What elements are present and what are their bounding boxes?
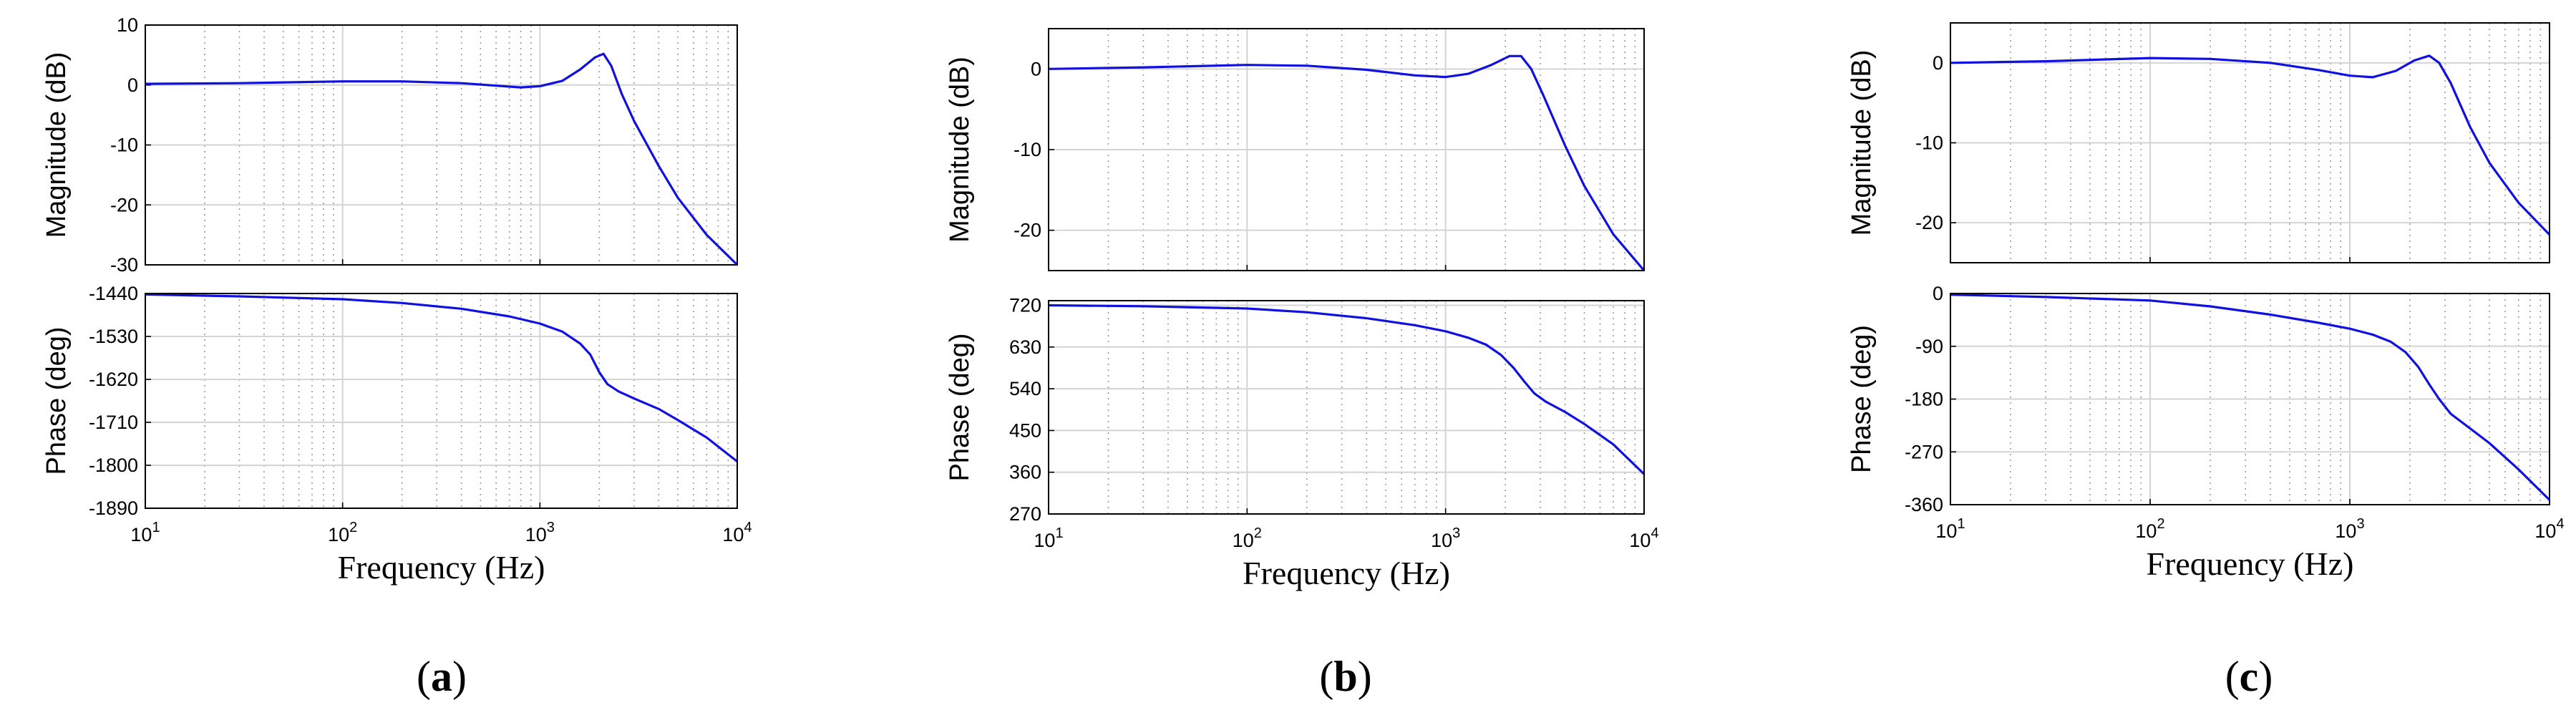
- phase-y-tick-label: 540: [1009, 378, 1041, 399]
- x-tick-label: 101: [130, 520, 160, 545]
- phase-plot-frame: [1048, 300, 1645, 515]
- magnitude-axis-title: Magnitude (dB): [42, 52, 72, 238]
- phase-y-tick-label: -1800: [89, 455, 138, 476]
- phase-plot-frame: [1950, 293, 2550, 505]
- magnitude-y-tick-label: -30: [110, 254, 138, 276]
- phase-y-tick-label: -1710: [89, 412, 138, 433]
- bode-panel-a: 10 0 -10 -20 -30 Magnitude (dB) -1440 -1530 -162…: [42, 14, 752, 700]
- magnitude-y-tick-label: -20: [110, 194, 138, 215]
- magnitude-axes: 0 -10 -20 Magnitude (dB): [1847, 22, 2551, 263]
- panel-label: (a): [417, 653, 467, 700]
- bode-panel-c: 0 -10 -20 Magnitude (dB) 0 -90 -180 -270 -360101…: [1847, 22, 2565, 700]
- magnitude-y-tick-label: -20: [1915, 212, 1943, 233]
- x-tick-label: 104: [1629, 525, 1658, 551]
- phase-y-tick-label: 450: [1009, 419, 1041, 441]
- magnitude-y-tick-label: 0: [1031, 58, 1041, 79]
- phase-y-tick-label: -1530: [89, 326, 138, 347]
- panel-label: (c): [2225, 653, 2273, 700]
- magnitude-axes: 0 -10 -20 Magnitude (dB): [945, 28, 1646, 272]
- phase-y-tick-label: -90: [1915, 336, 1943, 357]
- phase-y-tick-label: 270: [1009, 503, 1041, 525]
- phase-y-tick-label: 0: [1933, 283, 1943, 304]
- x-tick-label: 102: [328, 520, 357, 545]
- phase-y-tick-label: -1620: [89, 369, 138, 390]
- x-tick-label: 102: [2135, 516, 2164, 542]
- phase-y-tick-label: -1440: [89, 283, 138, 304]
- magnitude-axis-title: Magnitude (dB): [1847, 50, 1877, 236]
- x-tick-label: 101: [1935, 516, 1965, 542]
- magnitude-y-tick-label: 0: [127, 74, 138, 96]
- magnitude-curve: [145, 52, 739, 266]
- x-tick-label: 103: [525, 520, 555, 545]
- magnitude-plot-frame: [145, 24, 738, 266]
- magnitude-plot-frame: [1048, 28, 1645, 271]
- x-tick-label: 101: [1034, 525, 1063, 551]
- phase-y-tick-label: 720: [1009, 294, 1041, 316]
- x-tick-label: 104: [722, 520, 752, 545]
- phase-axis-title: Phase (deg): [945, 333, 975, 481]
- x-axis-title: Frequency (Hz): [338, 549, 545, 586]
- magnitude-axes: 10 0 -10 -20 -30 Magnitude (dB): [42, 14, 739, 276]
- magnitude-plot-frame: [1950, 22, 2550, 263]
- phase-y-tick-label: 630: [1009, 336, 1041, 358]
- magnitude-y-tick-label: -20: [1014, 220, 1041, 241]
- magnitude-y-tick-label: 10: [117, 14, 138, 36]
- x-tick-label: 103: [1431, 525, 1460, 551]
- magnitude-y-tick-label: -10: [1915, 132, 1943, 154]
- x-axis-title: Frequency (Hz): [1243, 555, 1450, 591]
- phase-curve: [1950, 293, 2551, 501]
- phase-y-tick-label: -270: [1905, 441, 1943, 462]
- x-tick-label: 104: [2534, 516, 2564, 542]
- magnitude-y-tick-label: 0: [1933, 52, 1943, 74]
- phase-axis-title: Phase (deg): [1847, 325, 1877, 473]
- phase-plot-frame: [145, 293, 738, 509]
- phase-curve: [145, 293, 738, 462]
- magnitude-axis-title: Magnitude (dB): [945, 57, 975, 243]
- magnitude-y-tick-label: -10: [1014, 139, 1041, 160]
- panel-label: (b): [1319, 653, 1371, 700]
- magnitude-curve: [1950, 54, 2551, 236]
- x-tick-label: 102: [1233, 525, 1262, 551]
- magnitude-curve: [1048, 54, 1646, 272]
- phase-axis-title: Phase (deg): [42, 326, 72, 475]
- x-tick-label: 103: [2335, 516, 2364, 542]
- phase-y-tick-label: -180: [1905, 389, 1943, 410]
- phase-y-tick-label: -1890: [89, 498, 138, 519]
- phase-y-tick-label: 360: [1009, 462, 1041, 483]
- x-axis-title: Frequency (Hz): [2147, 545, 2354, 582]
- phase-curve: [1048, 304, 1646, 475]
- phase-y-tick-label: -360: [1905, 494, 1943, 515]
- magnitude-y-tick-label: -10: [110, 135, 138, 156]
